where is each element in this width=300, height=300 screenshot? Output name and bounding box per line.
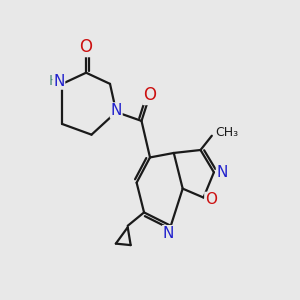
Text: H: H: [48, 74, 59, 88]
Text: N: N: [111, 103, 122, 118]
Text: N: N: [163, 226, 174, 241]
Text: N: N: [53, 74, 64, 89]
Text: O: O: [143, 86, 156, 104]
Text: O: O: [80, 38, 93, 56]
Text: CH₃: CH₃: [215, 126, 238, 139]
Text: O: O: [205, 192, 217, 207]
Text: N: N: [217, 165, 228, 180]
